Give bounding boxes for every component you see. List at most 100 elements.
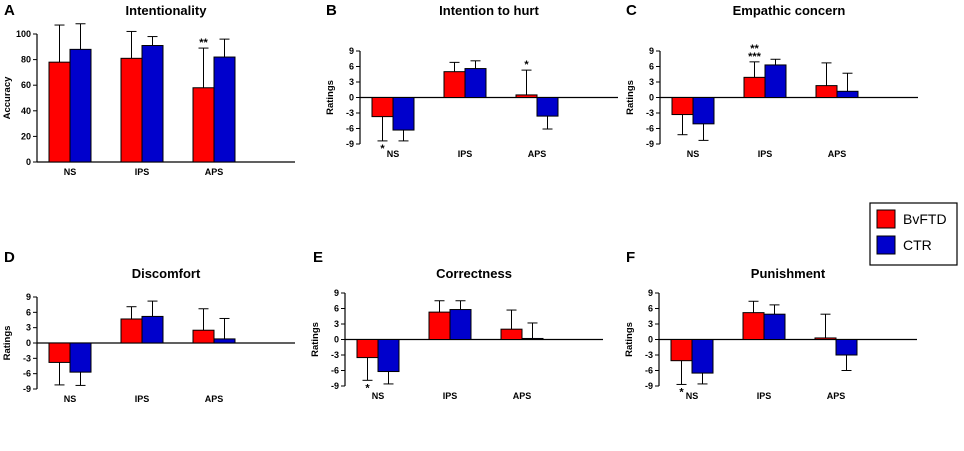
bar-bvftd-ips	[743, 76, 766, 98]
x-category-label: APS	[513, 391, 532, 401]
y-tick-label: 3	[349, 77, 354, 87]
y-tick-label: 0	[334, 335, 339, 345]
y-tick-label: -6	[331, 366, 339, 376]
significance-marker: *	[365, 382, 370, 394]
y-tick-label: 9	[349, 46, 354, 56]
bar-bvftd-ns	[356, 339, 379, 359]
bar-bvftd-aps	[500, 328, 523, 340]
x-category-label: APS	[827, 391, 846, 401]
x-category-label: IPS	[135, 167, 150, 177]
x-category-label: NS	[686, 391, 699, 401]
bar-ctr-ns	[691, 339, 714, 374]
y-tick-label: 6	[349, 62, 354, 72]
x-category-label: APS	[528, 149, 547, 159]
bar-bvftd-ips	[443, 71, 466, 98]
bar-bvftd-ns	[371, 97, 394, 118]
y-tick-label: 0	[26, 157, 31, 167]
bar-bvftd-aps	[814, 337, 837, 341]
bar-ctr-ns	[392, 97, 415, 131]
y-tick-label: 0	[26, 338, 31, 348]
bar-ctr-ns	[377, 339, 400, 373]
bar-bvftd-ips	[120, 57, 143, 163]
y-tick-label: 100	[16, 29, 31, 39]
significance-marker: **	[199, 37, 208, 49]
y-tick-label: 20	[21, 131, 31, 141]
panel-title: Punishment	[751, 266, 826, 281]
y-tick-label: 0	[349, 93, 354, 103]
bar-bvftd-ns	[48, 61, 71, 163]
bar-bvftd-ips	[428, 311, 451, 341]
bar-ctr-ips	[764, 64, 787, 98]
bar-bvftd-ns	[671, 97, 694, 116]
legend: BvFTD CTR	[869, 202, 958, 266]
panel-title: Empathic concern	[733, 3, 846, 18]
bar-bvftd-aps	[192, 87, 215, 163]
y-tick-label: -9	[346, 139, 354, 149]
y-tick-label: 9	[648, 288, 653, 298]
significance-marker: *	[679, 386, 684, 398]
y-tick-label: -9	[645, 381, 653, 391]
y-axis-label: Ratings	[2, 326, 13, 361]
panel-title: Intention to hurt	[439, 3, 539, 18]
bar-bvftd-ns	[670, 339, 693, 362]
legend-swatch-bvftd	[876, 209, 896, 229]
x-category-label: APS	[205, 394, 224, 404]
y-axis-label: Ratings	[310, 322, 321, 357]
panel-letter: D	[4, 249, 15, 266]
x-category-label: IPS	[443, 391, 458, 401]
bar-bvftd-ips	[742, 312, 765, 340]
significance-marker: ***	[748, 51, 762, 63]
bar-ctr-ns	[69, 342, 92, 373]
y-tick-label: 80	[21, 55, 31, 65]
x-category-label: IPS	[758, 149, 773, 159]
y-tick-label: 6	[26, 307, 31, 317]
y-tick-label: -3	[346, 108, 354, 118]
y-axis-label: Accuracy	[2, 76, 13, 119]
y-tick-label: 40	[21, 106, 31, 116]
panel-title: Correctness	[436, 266, 512, 281]
panel-letter: C	[626, 2, 637, 19]
panel-letter: F	[626, 249, 635, 266]
y-tick-label: 3	[648, 319, 653, 329]
x-category-label: APS	[205, 167, 224, 177]
x-category-label: IPS	[135, 394, 150, 404]
x-category-label: NS	[64, 394, 77, 404]
chart-panel-e: E Correctness -9 -6 -3 0 3 6 9 Ratings NS IPS APS *	[310, 249, 603, 401]
y-tick-label: 6	[648, 304, 653, 314]
panel-title: Discomfort	[132, 266, 201, 281]
y-tick-label: 9	[334, 288, 339, 298]
panel-title: Intentionality	[126, 3, 208, 18]
y-tick-label: 0	[649, 93, 654, 103]
bar-ctr-aps	[213, 338, 236, 344]
y-axis-label: Ratings	[625, 80, 636, 115]
bar-ctr-ips	[449, 309, 472, 340]
bar-bvftd-ips	[120, 318, 143, 344]
chart-panel-b: B Intention to hurt -9 -6 -3 0 3 6 9 Ratings NS IPS…	[325, 2, 618, 159]
y-tick-label: -9	[23, 384, 31, 394]
significance-marker: **	[750, 43, 759, 55]
chart-panel-c: C Empathic concern -9 -6 -3 0 3 6 9 Ratings NS IPS A…	[625, 2, 918, 159]
chart-panel-f: F Punishment -9 -6 -3 0 3 6 9 Ratings NS IPS APS *	[624, 249, 917, 401]
significance-marker: *	[380, 143, 385, 155]
bar-bvftd-aps	[192, 329, 215, 344]
y-tick-label: -3	[645, 350, 653, 360]
panel-letter: E	[313, 249, 323, 266]
y-tick-label: 3	[26, 323, 31, 333]
y-tick-label: -3	[646, 108, 654, 118]
bar-ctr-ips	[464, 68, 487, 98]
y-tick-label: 9	[649, 46, 654, 56]
y-tick-label: -6	[645, 366, 653, 376]
y-tick-label: 0	[648, 335, 653, 345]
significance-marker: *	[524, 59, 529, 71]
y-axis-label: Ratings	[624, 322, 635, 357]
legend-swatch-ctr	[876, 235, 896, 255]
x-category-label: NS	[687, 149, 700, 159]
x-category-label: IPS	[458, 149, 473, 159]
y-tick-label: -6	[346, 124, 354, 134]
legend-label-ctr: CTR	[903, 237, 932, 253]
bar-ctr-aps	[213, 56, 236, 163]
y-tick-label: -3	[23, 353, 31, 363]
bar-bvftd-aps	[515, 94, 538, 98]
bar-bvftd-ns	[48, 342, 71, 363]
